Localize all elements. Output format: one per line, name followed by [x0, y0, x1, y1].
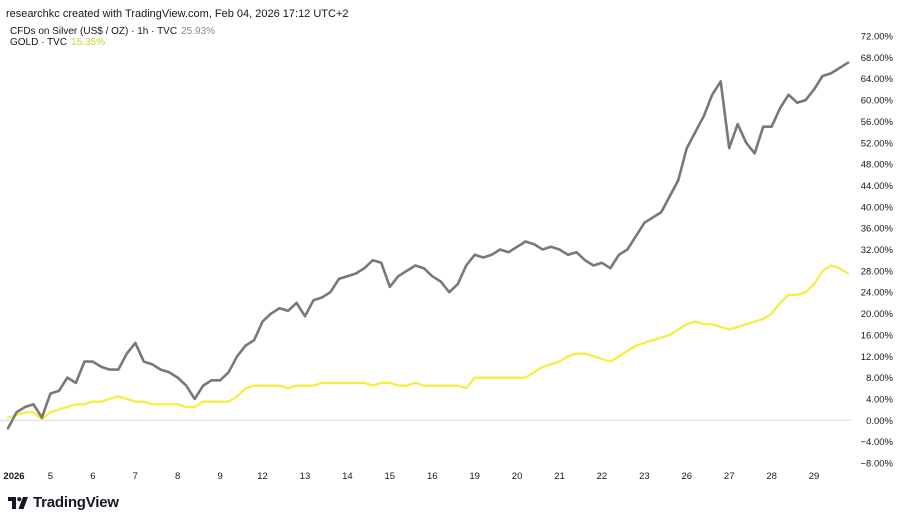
legend-gold[interactable]: GOLD · TVC 15.35% [10, 37, 105, 48]
y-tick-label: 28.00% [861, 266, 894, 277]
y-tick-label: −4.00% [861, 437, 894, 448]
price-chart[interactable]: 72.00%68.00%64.00%60.00%56.00%52.00%48.0… [0, 0, 897, 480]
x-tick-label: 16 [427, 471, 438, 480]
y-tick-label: 56.00% [861, 117, 894, 128]
x-axis[interactable]: 2026 5 6 7 8 9 12 13 14 15 16 19 20 21 22 23 26 27 28 29 [3, 471, 819, 480]
x-tick-label: 7 [133, 471, 138, 480]
y-tick-label: 32.00% [861, 245, 894, 256]
legend-silver-value: 25.93% [181, 26, 215, 37]
y-tick-label: 24.00% [861, 288, 894, 299]
x-tick-label: 15 [385, 471, 396, 480]
x-tick-label: 29 [809, 471, 820, 480]
y-tick-label: 44.00% [861, 181, 894, 192]
x-tick-label: 9 [217, 471, 222, 480]
tradingview-logo-icon [8, 496, 28, 509]
y-tick-label: 36.00% [861, 224, 894, 235]
gold-series-line [6, 264, 850, 421]
legend-silver[interactable]: CFDs on Silver (US$ / OZ) · 1h · TVC 25.9… [10, 26, 215, 37]
brand-name: TradingView [33, 494, 119, 511]
x-tick-label: 14 [342, 471, 353, 480]
x-tick-label: 8 [175, 471, 180, 480]
chart-series [6, 61, 850, 430]
y-tick-label: 48.00% [861, 160, 894, 171]
x-tick-label: 21 [554, 471, 565, 480]
y-tick-label: 0.00% [866, 416, 893, 427]
legend-gold-name: GOLD · TVC [10, 37, 68, 48]
y-axis[interactable]: 72.00% 68.00% 64.00% 60.00% 56.00% 52.00% 48.0… [861, 32, 894, 470]
y-tick-label: −8.00% [861, 459, 894, 470]
y-tick-label: 16.00% [861, 330, 894, 341]
y-tick-label: 12.00% [861, 352, 894, 363]
y-tick-label: 72.00% [861, 32, 894, 43]
x-tick-label: 27 [724, 471, 735, 480]
chart-attribution: researchkc created with TradingView.com,… [6, 8, 349, 20]
silver-series-line [6, 61, 850, 430]
x-tick-label: 23 [639, 471, 650, 480]
x-tick-label: 20 [512, 471, 523, 480]
x-tick-label: 13 [300, 471, 311, 480]
x-tick-label: 26 [681, 471, 692, 480]
tradingview-brand[interactable]: TradingView [8, 494, 119, 511]
x-tick-label: 22 [597, 471, 608, 480]
legend-silver-name: CFDs on Silver (US$ / OZ) · 1h · TVC [10, 26, 178, 37]
y-tick-label: 52.00% [861, 138, 894, 149]
x-tick-label: 5 [48, 471, 53, 480]
x-tick-label: 12 [257, 471, 268, 480]
y-tick-label: 8.00% [866, 373, 893, 384]
y-tick-label: 40.00% [861, 202, 894, 213]
y-tick-label: 68.00% [861, 53, 894, 64]
y-tick-label: 60.00% [861, 96, 894, 107]
x-tick-label: 19 [469, 471, 480, 480]
x-tick-label: 28 [766, 471, 777, 480]
x-tick-label: 6 [90, 471, 95, 480]
x-tick-label: 2026 [3, 471, 24, 480]
y-tick-label: 20.00% [861, 309, 894, 320]
y-tick-label: 64.00% [861, 74, 894, 85]
legend-gold-value: 15.35% [71, 37, 105, 48]
y-tick-label: 4.00% [866, 394, 893, 405]
